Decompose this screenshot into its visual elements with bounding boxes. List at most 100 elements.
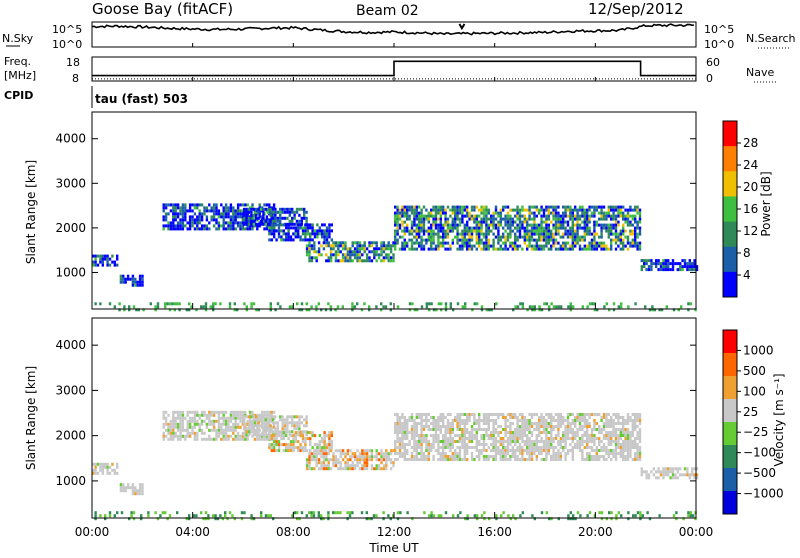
echo-cell bbox=[557, 440, 560, 443]
echo-cell bbox=[346, 449, 350, 453]
echo-cell bbox=[622, 247, 625, 251]
echo-cell bbox=[260, 511, 263, 515]
echo-cell bbox=[602, 416, 606, 419]
echo-cell bbox=[172, 428, 175, 432]
echo-cell bbox=[475, 455, 478, 458]
echo-cell bbox=[191, 419, 194, 423]
echo-cell bbox=[257, 433, 260, 437]
echo-cell bbox=[346, 464, 350, 468]
echo-cell bbox=[607, 440, 610, 443]
echo-cell bbox=[664, 268, 667, 272]
echo-cell bbox=[620, 302, 623, 306]
echo-cell bbox=[273, 226, 276, 230]
echo-cell bbox=[595, 413, 598, 416]
echo-cell bbox=[330, 434, 333, 438]
echo-cell bbox=[634, 413, 637, 416]
echo-cell bbox=[444, 214, 447, 218]
echo-cell bbox=[301, 437, 305, 441]
echo-cell bbox=[184, 209, 187, 213]
echo-cell bbox=[681, 265, 684, 269]
echo-cell bbox=[468, 232, 471, 236]
echo-cell bbox=[392, 244, 395, 248]
echo-cell bbox=[473, 302, 476, 306]
echo-cell bbox=[521, 226, 524, 230]
echo-cell bbox=[499, 449, 502, 452]
echo-cell bbox=[530, 244, 534, 248]
echo-cell bbox=[523, 443, 526, 446]
echo-cell bbox=[251, 410, 254, 414]
echo-cell bbox=[475, 422, 478, 425]
echo-cell bbox=[566, 422, 570, 425]
echo-cell bbox=[353, 452, 357, 456]
echo-cell bbox=[413, 443, 416, 446]
echo-cell bbox=[310, 452, 314, 456]
echo-cell bbox=[292, 434, 295, 438]
echo-cell bbox=[571, 413, 574, 416]
echo-cell bbox=[687, 308, 690, 312]
echo-cell bbox=[418, 416, 421, 419]
echo-cell bbox=[425, 238, 428, 242]
echo-cell bbox=[418, 413, 421, 416]
echo-cell bbox=[259, 207, 263, 211]
time-axis-label: Time UT bbox=[368, 541, 419, 554]
echo-cell bbox=[317, 302, 320, 306]
echo-cell bbox=[375, 455, 378, 459]
echo-cell bbox=[647, 265, 651, 269]
echo-cell bbox=[167, 422, 170, 426]
echo-cell bbox=[181, 227, 185, 231]
echo-cell bbox=[380, 247, 383, 251]
echo-cell bbox=[217, 227, 221, 231]
echo-cell bbox=[610, 458, 613, 461]
echo-cell bbox=[600, 244, 603, 248]
echo-cell bbox=[119, 486, 123, 490]
echo-cell bbox=[638, 229, 642, 233]
echo-cell bbox=[264, 433, 267, 437]
echo-cell bbox=[688, 268, 691, 272]
echo-cell bbox=[600, 419, 603, 422]
echo-cell bbox=[576, 208, 579, 212]
echo-cell bbox=[292, 443, 295, 447]
echo-cell bbox=[387, 455, 390, 459]
echo-cell bbox=[686, 470, 689, 474]
echo-cell bbox=[571, 238, 574, 242]
echo-cell bbox=[200, 419, 204, 423]
echo-cell bbox=[320, 452, 323, 456]
echo-cell bbox=[446, 431, 450, 434]
echo-cell bbox=[475, 446, 478, 449]
echo-cell bbox=[485, 431, 488, 434]
echo-cell bbox=[671, 268, 675, 272]
echo-cell bbox=[304, 229, 307, 233]
echo-cell bbox=[540, 419, 543, 422]
echo-cell bbox=[264, 418, 267, 422]
echo-cell bbox=[252, 219, 255, 223]
echo-cell bbox=[267, 219, 270, 223]
echo-cell bbox=[612, 211, 615, 215]
echo-cell bbox=[360, 308, 364, 312]
echo-cell bbox=[119, 277, 123, 281]
echo-cell bbox=[595, 428, 598, 431]
echo-cell bbox=[631, 419, 634, 422]
echo-cell bbox=[291, 207, 294, 211]
echo-cell bbox=[181, 215, 185, 219]
echo-cell bbox=[636, 232, 639, 236]
echo-cell bbox=[458, 223, 462, 227]
echo-cell bbox=[349, 259, 352, 263]
echo-cell bbox=[468, 217, 471, 221]
echo-cell bbox=[434, 226, 438, 230]
echo-cell bbox=[92, 260, 95, 264]
echo-cell bbox=[444, 437, 447, 440]
x-tick-label: 04:00 bbox=[175, 525, 210, 539]
echo-cell bbox=[299, 238, 302, 242]
echo-cell bbox=[288, 421, 291, 425]
echo-cell bbox=[634, 220, 637, 224]
echo-cell bbox=[475, 241, 478, 245]
echo-cell bbox=[480, 305, 484, 309]
echo-cell bbox=[444, 434, 447, 437]
echo-cell bbox=[639, 517, 642, 521]
echo-cell bbox=[552, 428, 555, 431]
echo-cell bbox=[583, 235, 586, 239]
echo-cell bbox=[511, 247, 514, 251]
echo-cell bbox=[172, 206, 175, 210]
echo-cell bbox=[260, 215, 264, 219]
echo-cell bbox=[137, 308, 140, 312]
